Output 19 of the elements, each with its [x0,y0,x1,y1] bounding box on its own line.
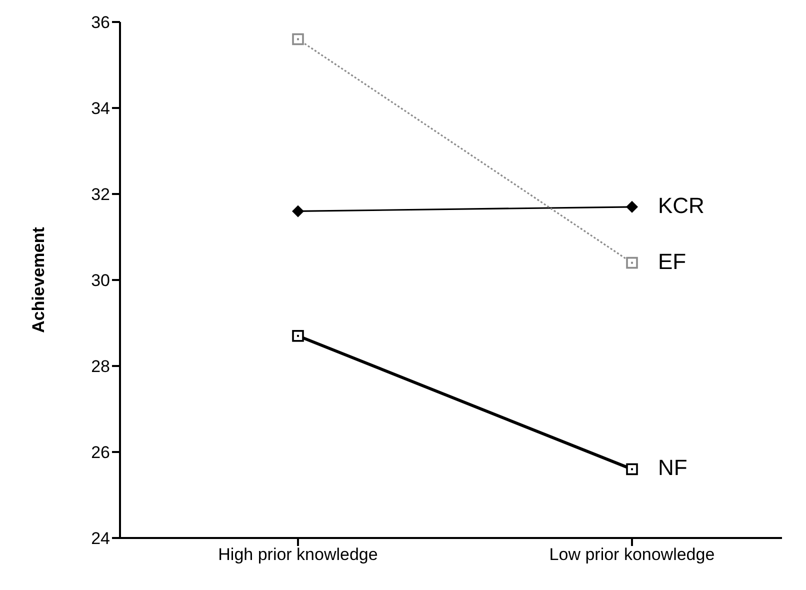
y-tick-label: 28 [91,357,110,376]
series-label: NF [658,455,688,480]
y-tick-label: 26 [91,443,110,462]
point [292,330,304,342]
point [626,200,638,213]
y-tick-label: 32 [91,185,110,204]
point [292,205,304,218]
y-tick-label: 24 [91,529,110,548]
x-tick-label: High prior knowledge [218,545,378,564]
x-tick-label: Low prior konowledge [549,545,715,564]
point [626,463,638,476]
series-label: EF [658,248,686,274]
y-tick-label: 30 [91,271,110,290]
point [292,33,304,46]
point [626,256,638,269]
y-axis-title: Achievement [29,226,48,333]
y-tick-label: 34 [91,99,110,118]
y-tick-label: 36 [91,13,110,32]
series-label: KCR [658,192,704,218]
